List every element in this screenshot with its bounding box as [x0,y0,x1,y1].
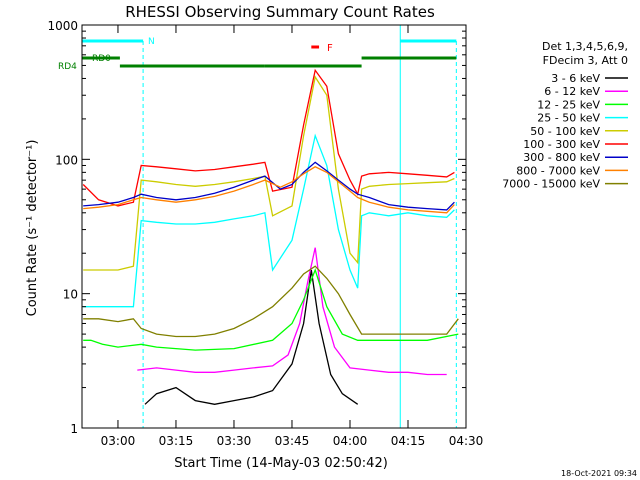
x-axis: 03:00 03:15 03:30 03:45 04:00 04:15 04:30 [101,25,484,448]
y-tick-label: 100 [55,153,78,167]
chart-timestamp: 18-Oct-2021 09:34 [561,469,637,478]
series-line-300-800-kev [83,161,455,211]
series-line-12-25-kev [83,268,459,351]
chart-title: RHESSI Observing Summary Count Rates [125,3,435,21]
legend-label-3-6-kev: 3 - 6 keV [551,72,600,85]
legend-label-300-800-kev: 300 - 800 keV [523,151,600,164]
series-line-25-50-kev [83,133,455,308]
flag-bars [81,25,457,428]
y-tick-label: 1000 [47,19,78,33]
legend-label-12-25-kev: 12 - 25 keV [537,98,600,111]
series-line-100-300-kev [82,68,455,207]
x-tick-label: 04:15 [391,434,426,448]
y-tick-label: 1 [70,422,78,436]
x-tick-label: 04:30 [449,434,484,448]
legend-label-6-12-kev: 6 - 12 keV [544,85,600,98]
legend-header-line-1: Det 1,3,4,5,6,9, [542,40,628,53]
x-tick-label: 03:45 [275,434,310,448]
flag-label-rd4: RD4 [58,62,77,72]
y-tick-label: 10 [63,288,78,302]
legend-label-7000-15000-kev: 7000 - 15000 keV [502,178,600,191]
flag-label-f: F [327,43,333,54]
series-line-50-100-kev [83,75,455,271]
legend-label-25-50-kev: 25 - 50 keV [537,112,600,125]
y-axis: 1 10 100 1000 [47,19,466,436]
legend-label-800-7000-kev: 800 - 7000 keV [516,164,600,177]
x-tick-label: 03:30 [217,434,252,448]
series-line-3-6-kev [144,269,359,405]
x-tick-label: 04:00 [333,434,368,448]
x-tick-label: 03:15 [159,434,194,448]
series-line-6-12-kev [137,247,447,376]
series-line-7000-15000-kev [83,265,459,338]
legend-label-50-100-kev: 50 - 100 keV [530,125,600,138]
series-line-800-7000-kev [83,166,455,214]
legend-label-100-300-kev: 100 - 300 keV [523,138,600,151]
y-axis-label: Count Rate (s⁻¹ detector⁻¹) [25,140,40,317]
plot-frame [81,24,467,429]
x-axis-label: Start Time (14-May-03 02:50:42) [174,456,388,471]
x-tick-label: 03:00 [101,434,136,448]
legend-header-line-2: FDecim 3, Att 0 [543,54,628,67]
series-lines [82,68,459,405]
flag-label-n: N [148,37,155,47]
